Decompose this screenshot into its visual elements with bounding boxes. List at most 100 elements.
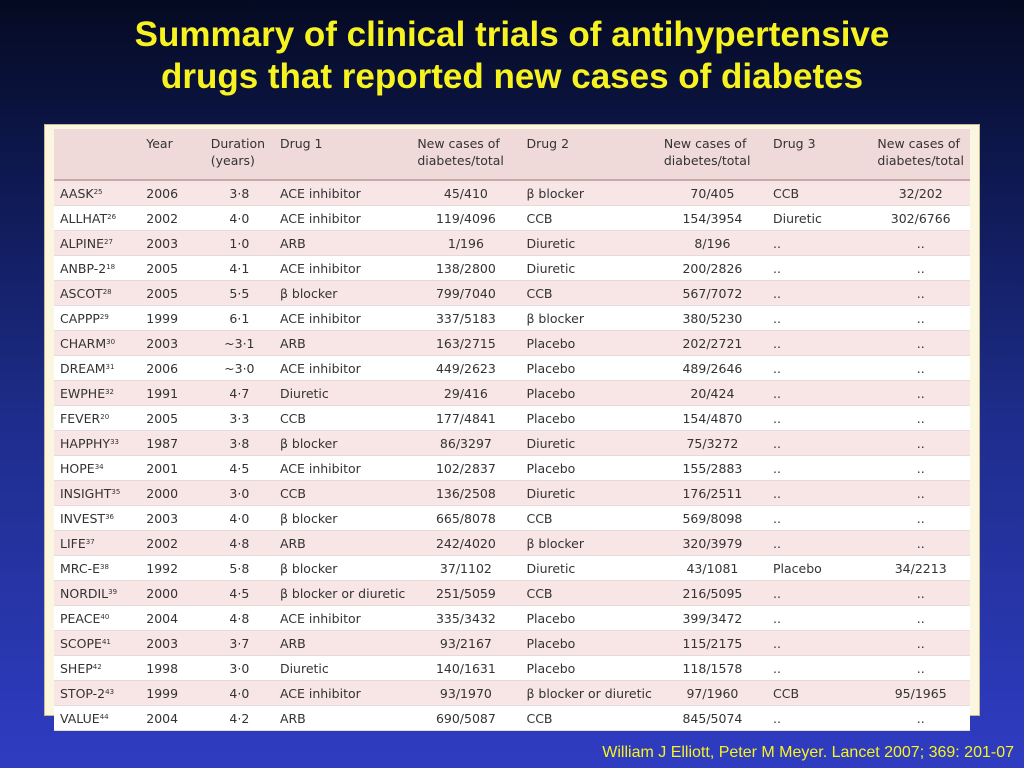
cases3-cell: .. <box>871 455 970 481</box>
drug1-cell: β blocker <box>273 505 412 531</box>
cases1-cell: 177/4841 <box>411 405 521 431</box>
trial-name: HAPPHY <box>60 435 111 451</box>
drug1-cell: β blocker <box>273 430 412 456</box>
header-year: Year <box>140 129 205 180</box>
cases3-cell: .. <box>871 405 970 431</box>
trial-name: PEACE <box>60 610 101 626</box>
drug2-cell: Placebo <box>520 630 658 656</box>
cases1-cell: 37/1102 <box>411 555 521 581</box>
table-row: CHARM30 2003 ~3·1 ARB 163/2715 Placebo 202/272… <box>54 330 970 356</box>
cases2-cell: 567/7072 <box>657 280 767 306</box>
cases2-cell: 118/1578 <box>657 655 767 681</box>
header-drug1: Drug 1 <box>273 129 412 180</box>
duration-cell: 3·8 <box>204 180 274 206</box>
table-row: INVEST36 2003 4·0 β blocker 665/8078 CCB 569/8… <box>54 505 970 531</box>
table-row: STOP-243 1999 4·0 ACE inhibitor 93/1970 β blo… <box>54 680 970 706</box>
drug1-cell: ACE inhibitor <box>273 255 412 281</box>
cases1-cell: 163/2715 <box>411 330 521 356</box>
cases2-cell: 20/424 <box>657 380 767 406</box>
cases2-cell: 399/3472 <box>657 605 767 631</box>
trial-reference: 36 <box>105 512 114 521</box>
cases1-cell: 102/2837 <box>411 455 521 481</box>
trial-name: FEVER <box>60 410 101 426</box>
cases2-cell: 202/2721 <box>657 330 767 356</box>
table-row: ALPINE27 2003 1·0 ARB 1/196 Diuretic 8/196.... <box>54 230 970 256</box>
drug1-cell: Diuretic <box>273 380 412 406</box>
duration-cell: 3·3 <box>204 405 274 431</box>
drug3-cell: .. <box>767 505 872 531</box>
drug3-cell: .. <box>767 330 872 356</box>
drug3-cell: .. <box>767 705 872 731</box>
duration-cell: 4·5 <box>204 455 274 481</box>
cases2-cell: 154/4870 <box>657 405 767 431</box>
cases3-cell: .. <box>871 280 970 306</box>
drug2-cell: CCB <box>520 505 658 531</box>
cases1-cell: 140/1631 <box>411 655 521 681</box>
drug2-cell: Placebo <box>520 455 658 481</box>
trial-name: STOP-2 <box>60 685 106 701</box>
duration-cell: 6·1 <box>204 305 274 331</box>
duration-cell: 4·0 <box>204 680 274 706</box>
year-cell: 1999 <box>140 305 205 331</box>
header-duration: Duration (years) <box>204 129 274 180</box>
year-cell: 2005 <box>140 255 205 281</box>
drug3-cell: .. <box>767 455 872 481</box>
drug2-cell: Diuretic <box>520 230 658 256</box>
drug2-cell: Diuretic <box>520 430 658 456</box>
header-cases2: New cases of diabetes/total <box>657 129 767 180</box>
table-row: SHEP42 1998 3·0 Diuretic 140/1631 Placebo 118/… <box>54 655 970 681</box>
year-cell: 2002 <box>140 205 205 231</box>
trial-reference: 30 <box>106 337 116 346</box>
cases2-cell: 43/1081 <box>657 555 767 581</box>
drug2-cell: Placebo <box>520 405 658 431</box>
cases3-cell: .. <box>871 705 970 731</box>
cases2-cell: 569/8098 <box>657 505 767 531</box>
cases3-cell: 34/2213 <box>871 555 970 581</box>
trial-name: ANBP-2 <box>60 260 107 276</box>
drug1-cell: Diuretic <box>273 655 412 681</box>
trial-reference: 42 <box>92 662 102 671</box>
drug3-cell: .. <box>767 430 872 456</box>
trial-name: VALUE <box>60 710 100 726</box>
cases3-cell: .. <box>871 580 970 606</box>
drug2-cell: Placebo <box>520 330 658 356</box>
drug2-cell: Placebo <box>520 605 658 631</box>
cases1-cell: 1/196 <box>411 230 521 256</box>
year-cell: 2003 <box>140 230 205 256</box>
drug2-cell: β blocker <box>520 180 658 206</box>
trial-name: HOPE <box>60 460 95 476</box>
duration-cell: 5·8 <box>204 555 274 581</box>
trial-name: ASCOT <box>60 285 103 301</box>
drug3-cell: .. <box>767 630 872 656</box>
trial-reference: 18 <box>106 262 116 271</box>
trial-name-cell: VALUE44 <box>54 705 141 731</box>
trial-reference: 41 <box>101 637 111 646</box>
drug3-cell: CCB <box>767 180 872 206</box>
trial-reference: 43 <box>105 687 115 696</box>
table-header-row: Year Duration (years) Drug 1 New cases o… <box>54 129 970 180</box>
duration-cell: 4·8 <box>204 605 274 631</box>
year-cell: 1992 <box>140 555 205 581</box>
table-row: ASCOT28 2005 5·5 β blocker 799/7040 CCB 567/70… <box>54 280 970 306</box>
drug2-cell: Diuretic <box>520 480 658 506</box>
drug3-cell: .. <box>767 530 872 556</box>
cases2-cell: 320/3979 <box>657 530 767 556</box>
duration-cell: 4·2 <box>204 705 274 731</box>
trial-reference: 31 <box>105 362 115 371</box>
drug2-cell: Placebo <box>520 355 658 381</box>
trial-name: DREAM <box>60 360 106 376</box>
duration-cell: 4·5 <box>204 580 274 606</box>
drug1-cell: CCB <box>273 480 412 506</box>
table-row: NORDIL39 2000 4·5 β blocker or diuretic 251/… <box>54 580 970 606</box>
drug1-cell: ACE inhibitor <box>273 605 412 631</box>
year-cell: 2003 <box>140 505 205 531</box>
table-row: PEACE40 2004 4·8 ACE inhibitor 335/3432 Place… <box>54 605 970 631</box>
drug1-cell: ARB <box>273 705 412 731</box>
duration-cell: 3·8 <box>204 430 274 456</box>
cases2-cell: 8/196 <box>657 230 767 256</box>
cases3-cell: .. <box>871 630 970 656</box>
cases2-cell: 176/2511 <box>657 480 767 506</box>
table-row: CAPPP29 1999 6·1 ACE inhibitor 337/5183 β blo… <box>54 305 970 331</box>
cases2-cell: 200/2826 <box>657 255 767 281</box>
duration-cell: 4·8 <box>204 530 274 556</box>
